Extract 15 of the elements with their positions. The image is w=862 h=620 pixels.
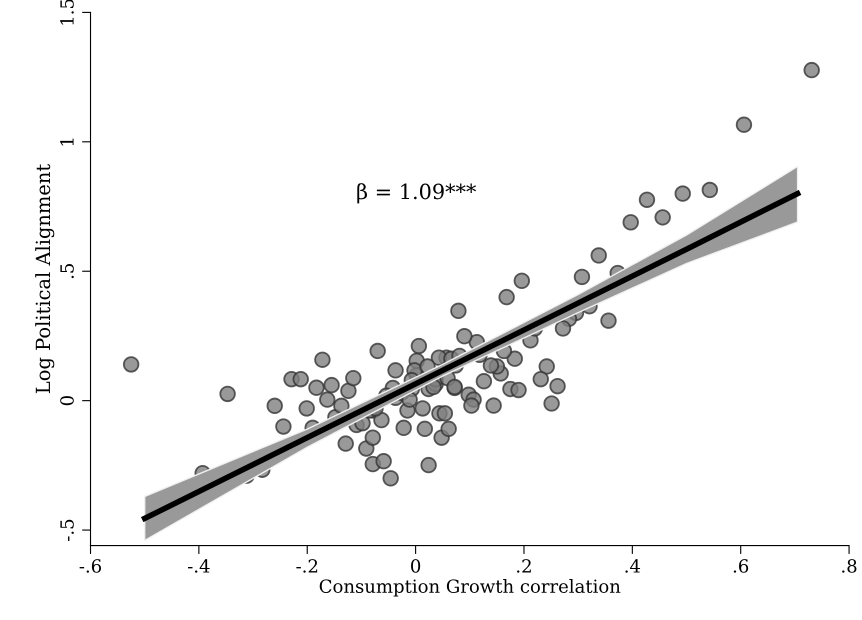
x-axis-title: Consumption Growth correlation (320, 579, 620, 597)
x-tick-label: -.2 (296, 559, 318, 573)
x-tick-label: -.4 (188, 559, 210, 573)
y-tick-label: 0 (60, 396, 74, 406)
annotation: β = 1.09*** (357, 183, 476, 204)
y-axis-title: Log Political Alignment (35, 164, 54, 394)
x-tick-label: .6 (734, 559, 748, 573)
x-tick-label: .8 (842, 559, 856, 573)
y-tick-label: -.5 (60, 520, 74, 541)
y-tick-label: 1 (60, 138, 74, 146)
x-tick-label: 0 (411, 559, 420, 573)
y-tick-label: .5 (60, 264, 74, 278)
x-tick-label: .4 (625, 559, 640, 573)
x-tick-label: .2 (517, 559, 531, 573)
x-tick-label: -.6 (80, 559, 102, 573)
